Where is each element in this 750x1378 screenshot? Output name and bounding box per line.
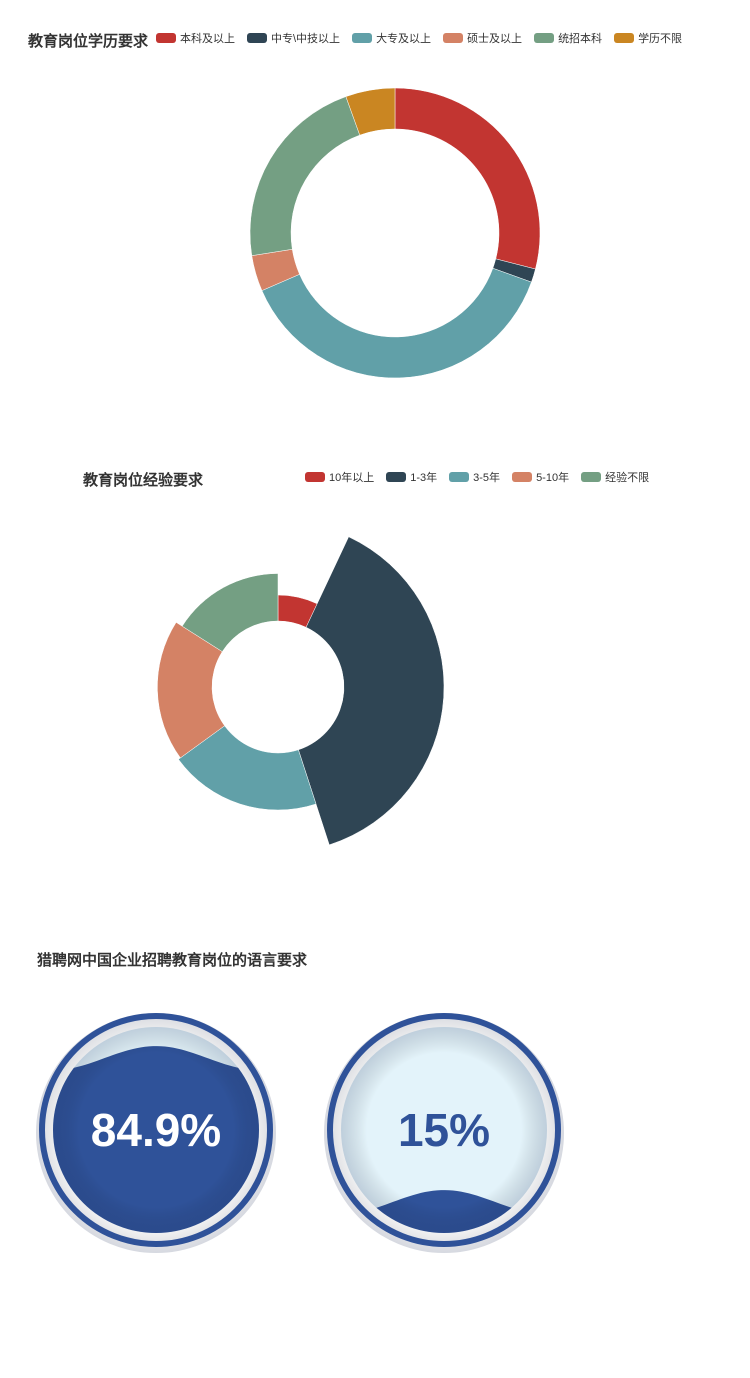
education-legend-item[interactable]: 统招本科 — [534, 30, 602, 46]
education-slice[interactable] — [394, 87, 541, 270]
education-legend-swatch — [534, 33, 555, 43]
experience-legend-label: 10年以上 — [329, 472, 375, 484]
education-legend-swatch — [247, 33, 267, 43]
education-slice[interactable] — [249, 96, 361, 256]
experience-slice[interactable] — [157, 622, 225, 759]
experience-legend-swatch — [512, 472, 533, 482]
gauge-value-label: 84.9% — [91, 1104, 221, 1156]
experience-rose-chart — [157, 536, 445, 846]
liquid-gauge-1: 15% — [324, 1010, 564, 1253]
gauge-value-label: 15% — [398, 1104, 490, 1156]
education-chart-title: 教育岗位学历要求 — [28, 33, 149, 50]
education-legend-label: 硕士及以上 — [467, 33, 523, 45]
language-chart-title: 猎聘网中国企业招聘教育岗位的语言要求 — [37, 952, 308, 969]
experience-legend-item[interactable]: 10年以上 — [305, 469, 374, 485]
education-legend-swatch — [614, 33, 635, 43]
gauge-inner-shading — [53, 1027, 259, 1233]
education-legend-swatch — [156, 33, 176, 43]
experience-legend-label: 3-5年 — [473, 472, 501, 484]
gauge-inner-shading — [341, 1027, 547, 1233]
experience-slice[interactable] — [298, 536, 445, 846]
experience-legend-item[interactable]: 3-5年 — [449, 469, 500, 485]
gauge-outer-ring — [39, 1013, 273, 1247]
experience-legend-label: 1-3年 — [410, 472, 438, 484]
education-slice[interactable] — [261, 267, 532, 379]
experience-legend-swatch — [386, 472, 407, 482]
experience-legend-swatch — [449, 472, 470, 482]
education-legend-item[interactable]: 本科及以上 — [156, 30, 235, 46]
experience-legend-item[interactable]: 1-3年 — [386, 469, 437, 485]
education-legend[interactable]: 本科及以上 中专\中技以上 大专及以上 硕士及以上 统招本科 学历不限 — [156, 30, 688, 46]
experience-legend-label: 经验不限 — [605, 472, 650, 484]
education-legend-label: 本科及以上 — [180, 33, 235, 45]
education-legend-item[interactable]: 中专\中技以上 — [247, 30, 340, 46]
experience-slice[interactable] — [178, 725, 317, 811]
experience-legend[interactable]: 10年以上 1-3年 3-5年 5-10年 经验不限 — [305, 469, 655, 485]
experience-legend-swatch — [305, 472, 325, 482]
experience-legend-label: 5-10年 — [536, 472, 570, 484]
education-legend-label: 统招本科 — [558, 33, 603, 45]
experience-chart-title: 教育岗位经验要求 — [83, 472, 204, 489]
gauge-outer-ring — [327, 1013, 561, 1247]
education-legend-label: 学历不限 — [638, 33, 683, 45]
education-legend-swatch — [443, 33, 464, 43]
education-legend-item[interactable]: 学历不限 — [614, 30, 682, 46]
education-legend-swatch — [352, 33, 373, 43]
liquid-gauge-0: 84.9% — [36, 1010, 276, 1253]
education-legend-item[interactable]: 硕士及以上 — [443, 30, 522, 46]
experience-slice[interactable] — [181, 573, 279, 652]
experience-legend-item[interactable]: 经验不限 — [581, 469, 649, 485]
education-legend-label: 中专\中技以上 — [271, 33, 341, 45]
education-legend-label: 大专及以上 — [376, 33, 432, 45]
education-legend-item[interactable]: 大专及以上 — [352, 30, 431, 46]
experience-legend-item[interactable]: 5-10年 — [512, 469, 569, 485]
experience-legend-swatch — [581, 472, 602, 482]
education-donut-chart — [249, 87, 541, 379]
education-slice[interactable] — [345, 87, 396, 136]
